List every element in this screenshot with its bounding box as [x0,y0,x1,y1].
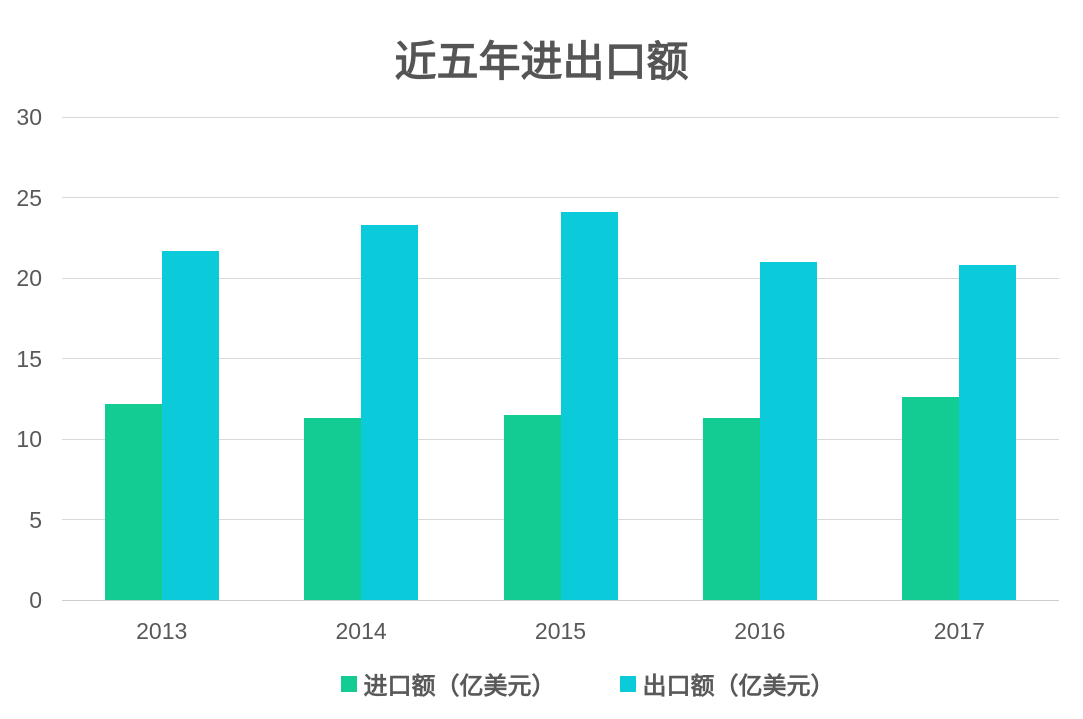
x-tick-label: 2014 [335,618,387,644]
legend-marker-import [340,675,357,692]
y-tick-label: 15 [16,345,42,372]
bar-import-2015 [503,414,561,600]
gridline [62,116,1059,118]
y-tick-label: 0 [29,587,42,613]
plot-area [62,116,1059,601]
legend-marker-export [619,675,636,692]
gridline [62,197,1059,198]
y-tick-label: 5 [29,506,42,533]
bar-export-2015 [560,212,618,600]
x-tick-label: 2015 [534,618,587,644]
bar-export-2014 [361,224,419,600]
x-tick-label: 2013 [136,618,188,644]
bar-import-2013 [104,403,162,600]
bar-export-2016 [759,261,817,600]
legend-label-export: 出口额（亿美元） [642,673,835,700]
legend: 进口额（亿美元） 出口额（亿美元） [46,666,1083,701]
y-tick-label: 30 [16,104,42,130]
x-tick-label: 2016 [734,618,786,644]
x-axis: 2013 2014 2015 2016 2017 [62,616,1059,648]
legend-item-import: 进口额（亿美元） [340,666,556,701]
bar-export-2013 [161,250,219,600]
chart-title: 近五年进出口额 [394,38,689,85]
legend-item-export: 出口额（亿美元） [619,666,835,701]
bar-import-2016 [702,418,760,600]
x-axis-line [62,599,1059,601]
bar-import-2017 [902,397,960,600]
bar-import-2014 [304,418,362,600]
y-tick-label: 10 [16,426,42,452]
y-tick-label: 25 [16,184,42,211]
y-tick-label: 20 [16,265,42,291]
bar-export-2017 [959,265,1017,600]
x-tick-label: 2017 [933,618,985,644]
legend-label-import: 进口额（亿美元） [363,673,556,700]
y-axis: 0 5 10 15 20 25 30 [0,104,42,613]
